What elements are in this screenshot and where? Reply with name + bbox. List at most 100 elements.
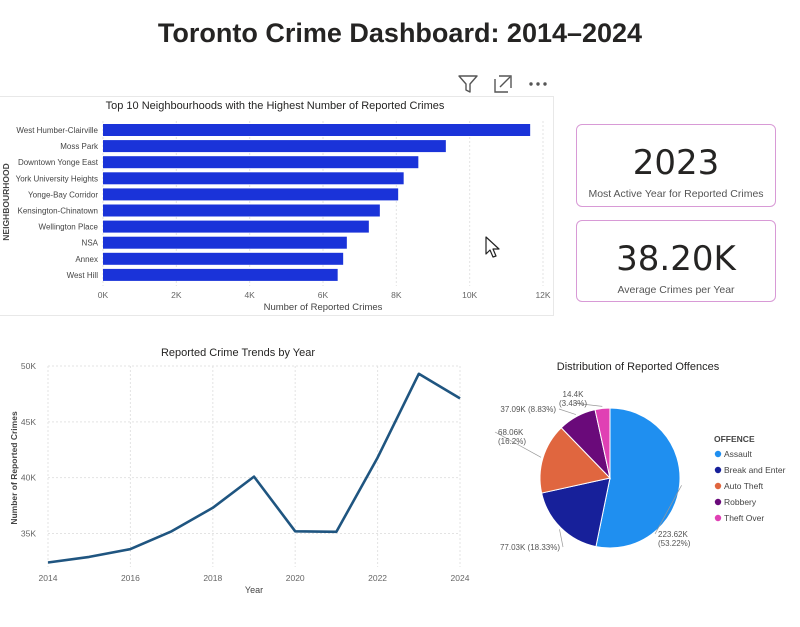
- pie-value-label: 68.06K: [498, 428, 524, 437]
- bar-x-tick-label: 4K: [244, 290, 255, 300]
- pie-leader-line: [654, 485, 682, 535]
- bar[interactable]: [103, 220, 369, 233]
- line-x-tick-label: 2016: [121, 573, 140, 583]
- bar-category-label: West Hill: [67, 271, 99, 280]
- neighbourhood-bar-chart-panel: Top 10 Neighbourhoods with the Highest N…: [0, 96, 554, 316]
- bar-x-tick-label: 2K: [171, 290, 182, 300]
- pie-legend-entry[interactable]: Auto Theft: [724, 481, 764, 491]
- bar-category-label: York University Heights: [16, 174, 98, 183]
- pie-legend-entry[interactable]: Assault: [724, 449, 753, 459]
- line-y-axis-label: Number of Reported Crimes: [9, 411, 19, 525]
- line-x-tick-label: 2020: [286, 573, 305, 583]
- line-point[interactable]: [210, 505, 216, 511]
- pie-leader-line: [572, 402, 603, 407]
- bar-y-axis-label: NEIGHBOURHOOD: [1, 163, 11, 240]
- bar[interactable]: [103, 172, 404, 185]
- line-point[interactable]: [251, 474, 257, 480]
- bar[interactable]: [103, 236, 347, 249]
- pie-slice[interactable]: [594, 407, 611, 479]
- pie-percent-label: (53.22%): [658, 539, 691, 548]
- pie-slice[interactable]: [539, 427, 611, 494]
- pie-chart-title: Distribution of Reported Offences: [557, 361, 720, 373]
- dashboard-title: Toronto Crime Dashboard: 2014–2024: [157, 18, 643, 48]
- bar[interactable]: [103, 124, 531, 136]
- bar-x-tick-label: 6K: [318, 290, 329, 300]
- line-point[interactable]: [45, 560, 51, 566]
- pie-percent-label: (3.43%): [559, 399, 587, 408]
- filter-icon[interactable]: [457, 73, 479, 95]
- bar-category-label: Annex: [75, 255, 98, 264]
- kpi-most-active-year[interactable]: 2023 Most Active Year for Reported Crime…: [576, 124, 776, 207]
- neighbourhood-bar-chart[interactable]: Top 10 Neighbourhoods with the Highest N…: [0, 97, 553, 315]
- bar-x-axis-label: Number of Reported Crimes: [264, 302, 383, 313]
- bar[interactable]: [103, 252, 344, 265]
- line-point[interactable]: [333, 529, 339, 535]
- pie-legend-marker: [714, 498, 722, 506]
- pie-leader-line: [558, 408, 577, 415]
- bar-x-tick-label: 8K: [391, 290, 402, 300]
- line-x-tick-label: 2022: [368, 573, 387, 583]
- line-x-tick-label: 2018: [203, 573, 222, 583]
- crime-trend-line-chart-panel: Reported Crime Trends by Year 35K 40K 45K 50…: [0, 340, 475, 600]
- mouse-cursor-icon: [485, 236, 500, 258]
- more-options-icon[interactable]: [527, 73, 549, 95]
- bar[interactable]: [103, 204, 380, 217]
- line-point[interactable]: [169, 528, 175, 534]
- bar-category-label: Kensington-Chinatown: [18, 207, 99, 216]
- pie-leader-line: [494, 431, 542, 458]
- line-y-tick-label: 50K: [21, 361, 36, 371]
- pie-legend-entry[interactable]: Break and Enter: [724, 465, 786, 475]
- pie-percent-label: (16.2%): [498, 437, 526, 446]
- kpi-value: 38.20K: [616, 239, 736, 279]
- bar-x-tick-label: 0K: [98, 290, 109, 300]
- line-point[interactable]: [86, 554, 92, 560]
- line-point[interactable]: [127, 546, 133, 552]
- visual-toolbar: [455, 73, 555, 95]
- offence-pie-chart[interactable]: Distribution of Reported Offences 223.62K…: [478, 355, 800, 565]
- bar[interactable]: [103, 140, 446, 153]
- pie-leader-line: [559, 529, 564, 548]
- pie-legend-marker: [714, 482, 722, 490]
- pie-legend-marker: [714, 450, 722, 458]
- pie-legend-entry[interactable]: Robbery: [724, 497, 757, 507]
- pie-value-label: 223.62K: [658, 530, 688, 539]
- bar[interactable]: [103, 156, 419, 169]
- kpi-average-crimes[interactable]: 38.20K Average Crimes per Year: [576, 220, 776, 302]
- bar-category-label: Moss Park: [60, 142, 99, 151]
- pie-legend-entry[interactable]: Theft Over: [724, 513, 764, 523]
- bar-category-label: Yonge-Bay Corridor: [28, 190, 98, 199]
- bar-x-tick-label: 12K: [535, 290, 550, 300]
- line-chart-title: Reported Crime Trends by Year: [161, 347, 315, 359]
- pie-slice[interactable]: [541, 477, 611, 548]
- bar[interactable]: [103, 188, 399, 201]
- line-point[interactable]: [457, 395, 463, 401]
- line-x-tick-label: 2024: [451, 573, 470, 583]
- pie-value-label: 14.4K: [563, 390, 585, 399]
- line-y-tick-label: 40K: [21, 473, 36, 483]
- line-point[interactable]: [416, 371, 422, 377]
- bar-category-label: NSA: [82, 239, 99, 248]
- line-y-tick-label: 35K: [21, 529, 36, 539]
- bar-chart-title: Top 10 Neighbourhoods with the Highest N…: [106, 100, 445, 112]
- offence-pie-chart-panel: Distribution of Reported Offences 223.62K…: [478, 355, 800, 565]
- line-point[interactable]: [292, 528, 298, 534]
- bar-category-label: Downtown Yonge East: [18, 158, 99, 167]
- line-point[interactable]: [375, 455, 381, 461]
- bar[interactable]: [103, 268, 338, 281]
- crime-trend-line[interactable]: [47, 372, 461, 564]
- focus-mode-icon[interactable]: [492, 73, 514, 95]
- pie-legend-marker: [714, 466, 722, 474]
- line-x-axis-label: Year: [245, 585, 263, 595]
- bar-x-tick-label: 10K: [462, 290, 477, 300]
- kpi-value: 2023: [632, 143, 720, 183]
- kpi-label: Average Crimes per Year: [617, 284, 735, 296]
- crime-trend-line-chart[interactable]: Reported Crime Trends by Year 35K 40K 45K 50…: [0, 340, 475, 600]
- bar-category-label: West Humber-Clairville: [16, 126, 98, 135]
- bar-category-label: Wellington Place: [39, 223, 99, 232]
- kpi-label: Most Active Year for Reported Crimes: [588, 188, 764, 200]
- pie-value-label: 37.09K (8.83%): [500, 405, 556, 414]
- line-y-tick-label: 45K: [21, 417, 36, 427]
- pie-value-label: 77.03K (18.33%): [500, 543, 560, 552]
- pie-slice[interactable]: [595, 407, 681, 549]
- line-x-tick-label: 2014: [39, 573, 58, 583]
